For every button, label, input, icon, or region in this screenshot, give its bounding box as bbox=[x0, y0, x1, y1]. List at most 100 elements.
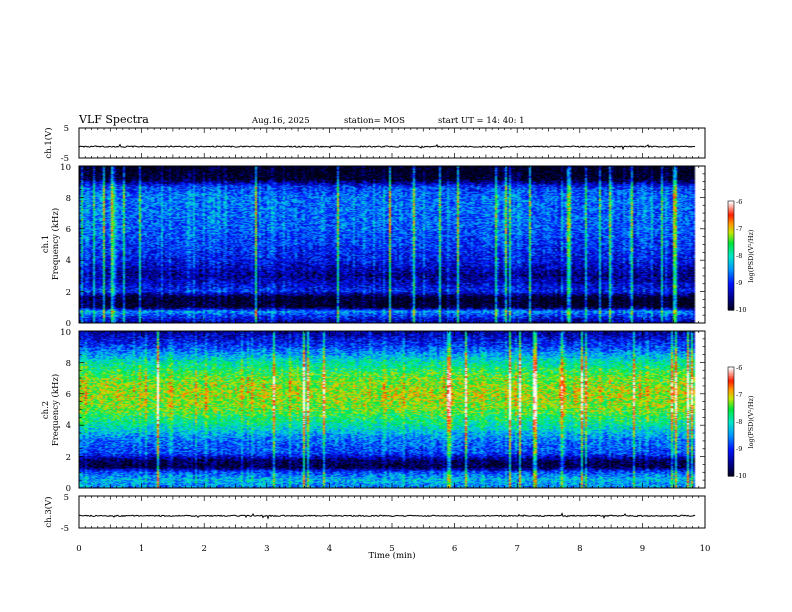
colorbar-swatch bbox=[728, 302, 734, 306]
date-label: Aug.16, 2025 bbox=[251, 116, 310, 126]
colorbar-swatch bbox=[728, 235, 734, 238]
colorbar-swatch bbox=[728, 470, 734, 473]
colorbar-swatch bbox=[728, 201, 734, 204]
colorbar-swatch bbox=[728, 439, 734, 443]
colorbar-swatch bbox=[728, 262, 734, 266]
ch2-spectrogram-image bbox=[79, 331, 705, 488]
colorbar-swatch bbox=[728, 206, 734, 209]
colorbar-swatch bbox=[728, 468, 734, 472]
time-tick-label: 10 bbox=[700, 544, 711, 554]
colorbar-swatch bbox=[728, 253, 734, 257]
colorbar-frame bbox=[727, 366, 735, 477]
colorbar-swatch bbox=[728, 246, 734, 249]
ch1-spectrogram-image bbox=[79, 166, 705, 323]
colorbar-swatch bbox=[728, 257, 734, 260]
colorbar-swatch bbox=[728, 465, 734, 468]
colorbar-swatch bbox=[728, 304, 734, 307]
cb2-tick-neg6: -6 bbox=[736, 364, 742, 372]
colorbar-swatch bbox=[728, 300, 734, 304]
ch2-spectrogram-ylabel-freq: Frequency (kHz) bbox=[50, 374, 61, 446]
colorbar-swatch bbox=[728, 293, 734, 297]
colorbar-swatch bbox=[728, 394, 734, 397]
colorbar-swatch bbox=[728, 383, 734, 386]
colorbar-swatch bbox=[728, 408, 734, 412]
ch1-freq-tick-10: 10 bbox=[60, 163, 71, 173]
colorbar-swatch bbox=[728, 446, 734, 450]
colorbar-swatch bbox=[728, 306, 734, 309]
colorbar-swatch bbox=[728, 466, 734, 470]
colorbar-swatch bbox=[728, 248, 734, 251]
colorbar-swatch bbox=[728, 388, 734, 392]
colorbar-swatch bbox=[728, 242, 734, 246]
colorbar-swatch bbox=[728, 222, 734, 226]
ch1-freq-tick-6: 6 bbox=[66, 225, 71, 235]
colorbar-swatch bbox=[728, 403, 734, 406]
colorbar-swatch bbox=[728, 390, 734, 394]
colorbar-swatch bbox=[728, 251, 734, 255]
colorbar-swatch bbox=[728, 367, 734, 370]
colorbar-swatch bbox=[728, 228, 734, 231]
ch2-freq-tick-10: 10 bbox=[60, 328, 71, 338]
colorbar-swatch bbox=[728, 396, 734, 399]
colorbar-swatch bbox=[728, 406, 734, 410]
cb1-tick-neg6: -6 bbox=[736, 198, 742, 206]
ch2-spectrogram-ylabel-channel: ch.2 bbox=[41, 401, 51, 419]
colorbar-swatch bbox=[728, 259, 734, 262]
time-tick-label: 5 bbox=[389, 544, 394, 554]
colorbar-swatch bbox=[728, 271, 734, 275]
colorbar-swatch bbox=[728, 381, 734, 384]
colorbar-swatch bbox=[728, 461, 734, 464]
colorbar-swatch bbox=[728, 290, 734, 293]
colorbar-swatch bbox=[728, 284, 734, 287]
cb2-tick-neg8: -8 bbox=[736, 418, 742, 426]
colorbar-swatch bbox=[728, 401, 734, 404]
time-axis-label: Time (min) bbox=[368, 550, 415, 561]
ch1-freq-tick-4: 4 bbox=[66, 256, 71, 266]
time-tick-label: 7 bbox=[514, 544, 519, 554]
colorbar-swatch bbox=[728, 370, 734, 374]
colorbar-swatch bbox=[728, 432, 734, 435]
ch2-freq-tick-2: 2 bbox=[66, 453, 71, 463]
colorbar-swatch bbox=[728, 308, 734, 311]
time-tick-label: 3 bbox=[264, 544, 269, 554]
ch1-waveform-ylabel: ch.1(V) bbox=[43, 127, 54, 158]
figure-title: VLF Spectra bbox=[78, 113, 149, 126]
colorbar-swatch bbox=[728, 441, 734, 444]
cb2-tick-neg9: -9 bbox=[736, 445, 742, 453]
ch1-spectrogram-ylabel-channel: ch.1 bbox=[41, 235, 51, 253]
colorbar-swatch bbox=[728, 202, 734, 206]
cb1-tick-neg9: -9 bbox=[736, 279, 742, 287]
time-tick-label: 1 bbox=[139, 544, 144, 554]
colorbar-swatch bbox=[728, 255, 734, 258]
colorbar-swatch bbox=[728, 368, 734, 372]
colorbar-swatch bbox=[728, 239, 734, 242]
ch1-freq-tick-8: 8 bbox=[66, 194, 71, 204]
ch2-spectrogram-panel: 0 2 4 6 8 10 ch.2 Frequency (kHz) -6 -7 … bbox=[41, 328, 755, 494]
time-tick-label: 9 bbox=[640, 544, 645, 554]
colorbar-swatch bbox=[728, 231, 734, 235]
colorbar-swatch bbox=[728, 417, 734, 421]
colorbar-swatch bbox=[728, 286, 734, 289]
time-tick-label: 0 bbox=[76, 544, 81, 554]
colorbar-swatch bbox=[728, 377, 734, 381]
start-time-label: start UT = 14: 40: 1 bbox=[438, 116, 525, 126]
colorbar-swatch bbox=[728, 436, 734, 439]
time-tick-label: 2 bbox=[201, 544, 206, 554]
colorbar-swatch bbox=[728, 213, 734, 217]
colorbar-swatch bbox=[728, 430, 734, 433]
colorbar-swatch bbox=[728, 279, 734, 282]
colorbar-swatch bbox=[728, 457, 734, 461]
ch2-freq-tick-6: 6 bbox=[66, 390, 71, 400]
colorbar-swatch bbox=[728, 376, 734, 379]
colorbar-swatch bbox=[728, 270, 734, 273]
ch1-ytick-5: 5 bbox=[64, 124, 69, 134]
colorbar-swatch bbox=[728, 204, 734, 208]
colorbar-swatch bbox=[728, 379, 734, 383]
colorbar-swatch bbox=[728, 372, 734, 375]
ch1-freq-tick-0: 0 bbox=[66, 319, 71, 329]
colorbar-swatch bbox=[728, 405, 734, 408]
colorbar-swatch bbox=[728, 295, 734, 298]
colorbar-frame bbox=[727, 200, 735, 311]
colorbar-swatch bbox=[728, 280, 734, 284]
ch2-freq-tick-4: 4 bbox=[66, 421, 71, 431]
